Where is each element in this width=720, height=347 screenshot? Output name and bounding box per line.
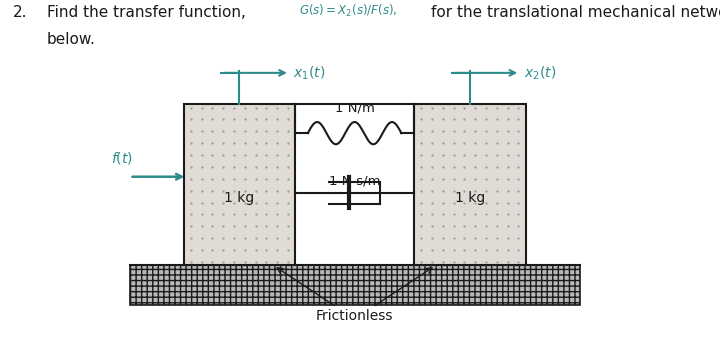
Text: Find the transfer function,: Find the transfer function, xyxy=(47,5,246,20)
Text: Frictionless: Frictionless xyxy=(316,309,393,323)
Text: $x_1(t)$: $x_1(t)$ xyxy=(294,64,325,82)
Text: 1 kg: 1 kg xyxy=(454,191,485,205)
Text: 1 N-s/m: 1 N-s/m xyxy=(329,175,380,188)
Text: $f(t)$: $f(t)$ xyxy=(112,150,133,166)
Bar xyxy=(130,265,580,305)
Text: 1 kg: 1 kg xyxy=(224,191,255,205)
Text: $x_2(t)$: $x_2(t)$ xyxy=(523,64,556,82)
Text: 1 N/m: 1 N/m xyxy=(335,101,374,114)
Text: $G(s) = X_2(s)/F(s),$: $G(s) = X_2(s)/F(s),$ xyxy=(299,3,397,19)
Bar xyxy=(414,104,526,265)
Text: below.: below. xyxy=(47,32,96,47)
Text: for the translational mechanical network shown: for the translational mechanical network… xyxy=(431,5,720,20)
Bar xyxy=(184,104,295,265)
Text: 2.: 2. xyxy=(13,5,27,20)
